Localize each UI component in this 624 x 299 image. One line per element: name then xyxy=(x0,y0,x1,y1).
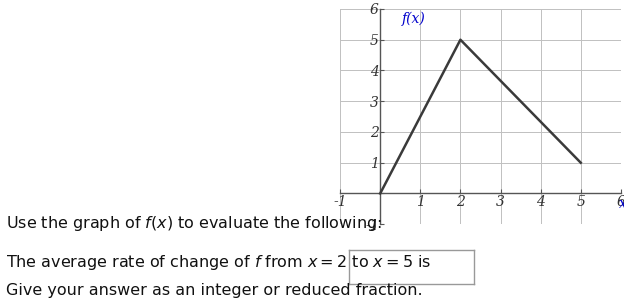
Text: Use the graph of $f(x)$ to evaluate the following:: Use the graph of $f(x)$ to evaluate the … xyxy=(6,214,383,233)
Text: f(x): f(x) xyxy=(402,11,426,26)
Text: Give your answer as an integer or reduced fraction.: Give your answer as an integer or reduce… xyxy=(6,283,423,298)
Text: x: x xyxy=(619,197,624,211)
Text: The average rate of change of $f$ from $x = 2$ to $x = 5$ is: The average rate of change of $f$ from $… xyxy=(6,253,431,272)
